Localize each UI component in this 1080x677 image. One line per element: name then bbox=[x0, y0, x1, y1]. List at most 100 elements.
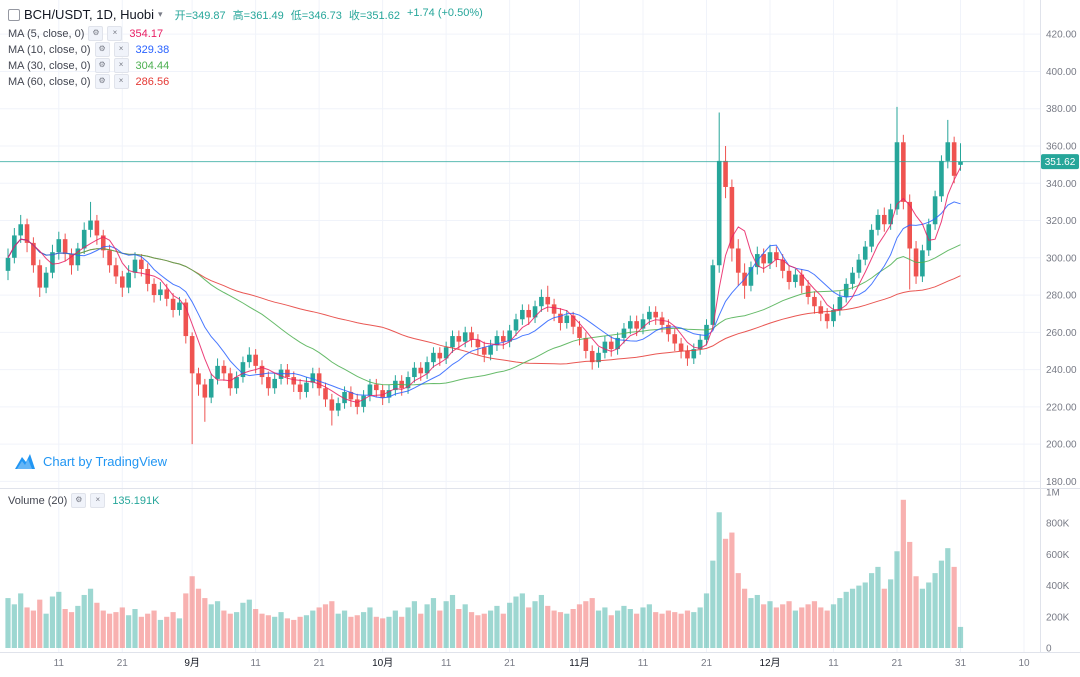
candle-up bbox=[81, 229, 87, 249]
symbol-marker-icon[interactable] bbox=[8, 8, 20, 21]
volume-bar-up bbox=[234, 612, 240, 648]
axis-label: 11月 bbox=[569, 657, 589, 669]
symbol-title[interactable]: BCH/USDT, 1D, Huobi bbox=[24, 7, 155, 22]
volume-bar-down bbox=[576, 604, 583, 648]
volume-bar-down bbox=[195, 588, 202, 648]
candle-down bbox=[145, 268, 150, 284]
volume-bar-up bbox=[875, 566, 881, 648]
candle-up bbox=[405, 377, 411, 389]
volume-bar-up bbox=[11, 604, 17, 648]
volume-bar-down bbox=[659, 613, 665, 648]
volume-bar-up bbox=[519, 593, 525, 648]
volume-bar-up bbox=[856, 585, 862, 648]
tradingview-attribution[interactable]: Chart by TradingView bbox=[14, 452, 167, 471]
candle-down bbox=[812, 296, 817, 307]
axis-label: 300.00 bbox=[1046, 253, 1077, 264]
price-axis[interactable] bbox=[1040, 0, 1080, 652]
axis-label: 340.00 bbox=[1046, 179, 1077, 190]
volume-bar-up bbox=[938, 560, 945, 648]
indicator-settings-icon[interactable]: ⚙ bbox=[71, 493, 87, 508]
candle-up bbox=[272, 378, 277, 389]
volume-bar-down bbox=[951, 566, 957, 648]
candle-down bbox=[297, 384, 303, 392]
candle-down bbox=[348, 391, 354, 400]
indicator-close-icon[interactable]: × bbox=[113, 58, 129, 73]
candle-down bbox=[526, 309, 531, 318]
indicator-label[interactable]: MA (10, close, 0) bbox=[8, 43, 91, 56]
chevron-down-icon[interactable]: ▾ bbox=[158, 9, 163, 19]
volume-bar-up bbox=[532, 601, 538, 648]
volume-bar-up bbox=[494, 605, 500, 648]
volume-bar-up bbox=[335, 613, 341, 648]
axis-label: 9月 bbox=[184, 657, 200, 669]
candle-down bbox=[69, 254, 74, 266]
volume-bar-down bbox=[322, 604, 329, 648]
volume-bar-up bbox=[945, 548, 951, 648]
indicator-close-icon[interactable]: × bbox=[113, 42, 129, 57]
volume-bar-up bbox=[310, 610, 316, 648]
candle-up bbox=[304, 382, 309, 392]
volume-bar-down bbox=[284, 618, 290, 648]
candle-up bbox=[177, 302, 182, 310]
candle-up bbox=[18, 224, 23, 236]
volume-bar-down bbox=[380, 618, 386, 648]
volume-bar-up bbox=[627, 609, 633, 648]
volume-bar-down bbox=[107, 613, 113, 648]
candle-down bbox=[735, 248, 741, 273]
indicator-label[interactable]: MA (5, close, 0) bbox=[8, 27, 85, 40]
candle-down bbox=[545, 296, 551, 305]
time-axis[interactable] bbox=[0, 652, 1080, 677]
candle-down bbox=[107, 250, 112, 266]
candle-up bbox=[488, 345, 493, 355]
volume-bar-down bbox=[900, 499, 906, 648]
indicator-settings-icon[interactable]: ⚙ bbox=[94, 74, 110, 89]
indicator-close-icon[interactable]: × bbox=[107, 26, 123, 41]
indicator-settings-icon[interactable]: ⚙ bbox=[88, 26, 104, 41]
volume-bar-up bbox=[303, 615, 310, 648]
last-price-badge-label: 351.62 bbox=[1045, 157, 1076, 168]
candle-down bbox=[475, 339, 481, 348]
volume-bar-up bbox=[703, 593, 710, 648]
volume-bar-up bbox=[513, 596, 519, 648]
close-value: 351.62 bbox=[366, 9, 400, 22]
indicator-settings-icon[interactable]: ⚙ bbox=[94, 58, 110, 73]
volume-bar-up bbox=[462, 604, 468, 648]
candle-up bbox=[507, 330, 512, 342]
candle-up bbox=[342, 391, 347, 404]
indicator-close-icon[interactable]: × bbox=[113, 74, 129, 89]
volume-bar-up bbox=[754, 594, 760, 648]
volume-indicator-label[interactable]: Volume (20) bbox=[8, 494, 68, 507]
volume-bar-up bbox=[697, 607, 703, 648]
indicator-close-icon[interactable]: × bbox=[90, 493, 106, 508]
axis-label: 11 bbox=[250, 658, 261, 669]
indicator-label[interactable]: MA (30, close, 0) bbox=[8, 59, 91, 72]
volume-bar-down bbox=[526, 607, 532, 648]
volume-bar-down bbox=[786, 601, 792, 648]
candle-down bbox=[139, 259, 144, 269]
indicator-row-ma10: MA (10, close, 0) ⚙ × 329.38 bbox=[8, 42, 483, 57]
volume-bar-down bbox=[735, 573, 741, 648]
indicator-label[interactable]: MA (60, close, 0) bbox=[8, 75, 91, 88]
indicator-value: 304.44 bbox=[135, 59, 170, 72]
volume-bar-down bbox=[399, 616, 405, 648]
attribution-text: Chart by TradingView bbox=[43, 454, 168, 469]
candle-up bbox=[367, 384, 373, 396]
candle-up bbox=[335, 403, 341, 411]
candle-down bbox=[558, 313, 563, 324]
candle-up bbox=[640, 319, 646, 329]
candle-up bbox=[850, 272, 855, 284]
candle-up bbox=[691, 349, 697, 359]
candle-up bbox=[56, 239, 62, 253]
indicator-row-ma60: MA (60, close, 0) ⚙ × 286.56 bbox=[8, 74, 483, 89]
candle-down bbox=[437, 352, 443, 359]
indicator-settings-icon[interactable]: ⚙ bbox=[94, 42, 110, 57]
volume-bar-up bbox=[640, 607, 646, 648]
candle-up bbox=[234, 377, 239, 389]
candle-up bbox=[539, 296, 544, 307]
volume-bar-up bbox=[710, 560, 716, 648]
volume-bar-up bbox=[894, 551, 900, 648]
volume-bar-up bbox=[126, 615, 132, 648]
volume-bar-up bbox=[341, 610, 348, 648]
